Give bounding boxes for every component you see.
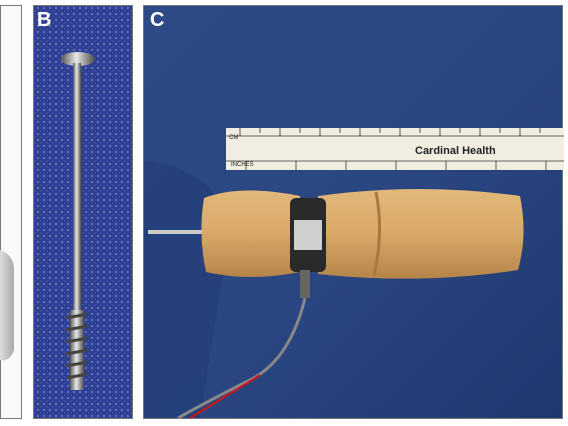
clamp-label: [294, 220, 322, 250]
connector: [300, 270, 310, 298]
panel-label: B: [37, 9, 51, 31]
bone-left: [201, 190, 300, 277]
ruler-brand: Cardinal Health: [415, 145, 496, 157]
ruler: CM INCHES Cardinal Health: [226, 128, 564, 170]
screw-thread: [65, 310, 89, 390]
panel-c: CM INCHES Cardinal Health C: [143, 5, 564, 420]
ruler-body: [226, 128, 564, 170]
ruler-unit: CM: [229, 135, 238, 141]
panel-b: B: [33, 5, 133, 419]
panel-label: C: [150, 9, 164, 31]
screw-head: [61, 52, 95, 66]
wire: [189, 374, 261, 419]
panel-a: [0, 5, 22, 419]
cylinder: [0, 250, 14, 361]
pin: [148, 230, 208, 234]
bone-right: [318, 189, 524, 279]
cable: [177, 297, 307, 420]
ruler-unit: INCHES: [231, 162, 254, 168]
screw-shaft: [73, 63, 81, 311]
